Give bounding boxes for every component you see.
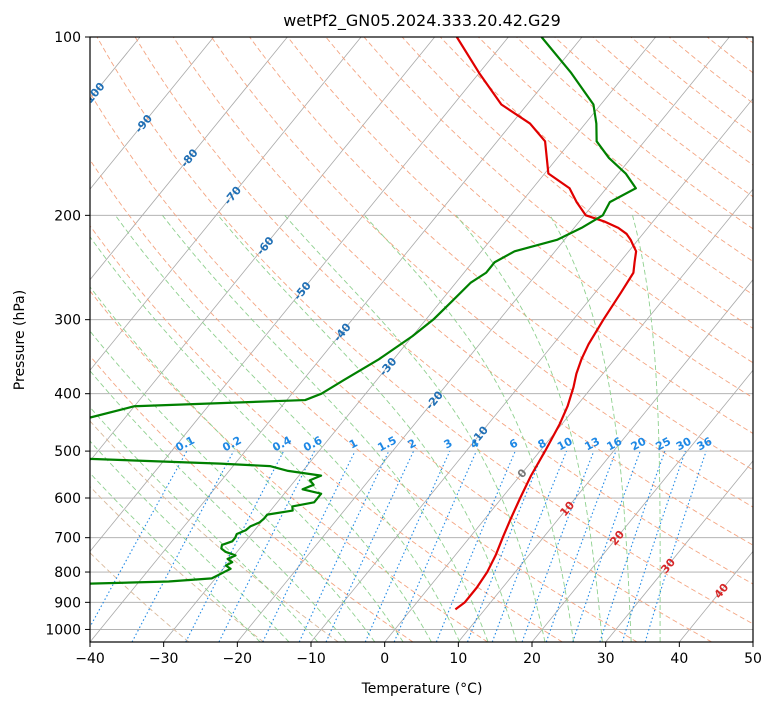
isotherm-line: [458, 279, 753, 642]
dry-adiabat-line: [439, 37, 753, 296]
plot-frame: [89, 36, 754, 643]
isotherm-line: [237, 37, 730, 642]
dry-adiabat-line: [90, 225, 563, 642]
dry-adiabat-line: [325, 37, 753, 399]
isotherm-line: [531, 369, 753, 642]
x-tick-label: 40: [670, 651, 688, 667]
dry-adiabat-line: [363, 37, 753, 364]
mixing-ratio-line: [393, 450, 477, 642]
mixing-ratio-line: [644, 450, 707, 642]
mixing-ratio-line: [621, 450, 686, 642]
isotherm-line: [0, 37, 66, 642]
dry-adiabat-line: [211, 37, 753, 508]
mixing-ratio-line: [364, 450, 451, 642]
y-tick-label: 400: [54, 387, 81, 403]
dry-adiabat-line: [90, 159, 638, 642]
y-tick-label: 600: [54, 491, 81, 507]
isotherm-line: [90, 37, 215, 190]
mixing-ratio-line: [521, 450, 595, 642]
isotherm-line: [90, 37, 583, 642]
x-tick-label: −40: [75, 651, 105, 667]
x-tick-label: −10: [296, 651, 326, 667]
y-tick-label: 100: [54, 30, 81, 46]
mixing-ratio-line: [435, 450, 516, 642]
y-tick-label: 500: [54, 444, 81, 460]
mixing-ratio-line: [466, 450, 545, 642]
moist-adiabat-line: [90, 370, 347, 642]
background-lines: [0, 37, 753, 642]
dry-adiabat-line: [90, 552, 190, 642]
moist-adiabat-line: [90, 330, 376, 642]
dry-adiabat-line: [90, 420, 339, 642]
isotherm-line: [90, 37, 288, 281]
mixing-ratio-label: 30: [674, 435, 694, 454]
mixing-ratio-label: 10: [555, 435, 575, 454]
moist-adiabat-line: [115, 215, 461, 642]
moist-adiabat-line: [90, 406, 319, 642]
mixing-ratio-line: [491, 450, 568, 642]
y-tick-label: 700: [54, 531, 81, 547]
y-tick-label: 200: [54, 208, 81, 224]
mixing-ratio-line: [572, 450, 641, 642]
moist-adiabat-line: [90, 440, 290, 642]
mixing-ratio-label: 20: [629, 435, 649, 454]
isotherm-line: [384, 188, 753, 642]
isotherm-line: [163, 37, 657, 642]
x-tick-label: 30: [597, 651, 615, 667]
isotherm-line: [90, 37, 362, 371]
dry-adiabat-line: [90, 355, 414, 642]
dry-adiabat-line: [90, 92, 712, 642]
dewpoint-line: [90, 37, 637, 585]
x-tick-label: −30: [149, 651, 179, 667]
mixing-ratio-line: [131, 450, 235, 642]
mixing-ratio-line: [90, 450, 188, 629]
y-tick-label: 300: [54, 313, 81, 329]
y-axis-label: Pressure (hPa): [12, 290, 28, 390]
moist-adiabat-line: [90, 286, 404, 642]
x-tick-label: 0: [380, 651, 389, 667]
temperature-line: [454, 37, 638, 611]
mixing-ratio-label: 36: [695, 435, 715, 454]
mixing-ratio-label: 16: [605, 435, 625, 454]
x-tick-label: 20: [523, 651, 541, 667]
dry-adiabat-line: [96, 37, 753, 625]
axes: −40 −30 −20 −10 0 10 20 30 40 50 100 200 300 400 500 60…: [45, 30, 762, 667]
mixing-ratio-line: [545, 450, 617, 642]
dry-adiabat-line: [249, 37, 753, 471]
x-tick-label: −20: [223, 651, 253, 667]
moist-adiabat-line: [632, 215, 661, 642]
y-tick-label: 900: [54, 595, 81, 611]
moist-adiabat-line: [363, 215, 575, 642]
plot-background: [90, 37, 753, 642]
y-tick-label: 800: [54, 565, 81, 581]
moist-adiabat-line: [217, 215, 517, 642]
isotherm-line: [90, 37, 436, 462]
isotherm-line: [90, 37, 509, 553]
moist-adiabat-line: [162, 215, 489, 642]
isotherm-line: [752, 641, 753, 642]
moist-adiabat-line: [549, 215, 632, 642]
dry-adiabat-line: [90, 290, 488, 642]
isotherm-line: [605, 460, 753, 642]
moist-adiabat-line: [455, 215, 603, 642]
x-tick-label: 50: [744, 651, 762, 667]
mixing-ratio-label: 25: [653, 435, 673, 454]
mixing-ratio-line: [599, 450, 666, 642]
y-tick-label: 1000: [45, 622, 81, 638]
x-axis-label: Temperature (°C): [361, 681, 483, 697]
profile-series: [90, 37, 638, 611]
dry-adiabat-line: [134, 37, 753, 585]
mixing-ratio-label: 13: [582, 435, 602, 454]
mixing-ratio-line: [218, 450, 315, 642]
chart-title: wetPf2_GN05.2024.333.20.42.G29: [283, 11, 561, 31]
moist-adiabat-line: [284, 215, 546, 642]
x-tick-label: 10: [449, 651, 467, 667]
